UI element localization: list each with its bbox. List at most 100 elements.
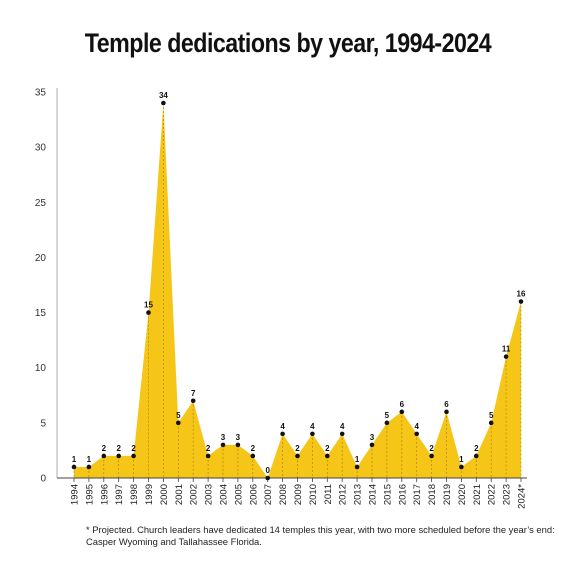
data-label: 34 xyxy=(159,91,168,100)
data-point xyxy=(339,431,345,437)
x-tick-label: 1996 xyxy=(99,484,110,505)
x-tick-label: 2019 xyxy=(442,484,453,505)
data-label: 3 xyxy=(370,433,375,442)
y-tick-label: 35 xyxy=(35,88,47,99)
x-tick-label: 2015 xyxy=(382,484,393,505)
data-point xyxy=(429,453,434,459)
y-tick-label: 25 xyxy=(35,198,47,209)
data-point xyxy=(369,442,375,448)
data-label: 2 xyxy=(206,444,211,453)
data-point xyxy=(190,398,196,404)
y-tick-label: 10 xyxy=(35,363,47,374)
data-label: 2 xyxy=(251,444,256,453)
data-label: 1 xyxy=(72,455,77,464)
data-label: 2 xyxy=(116,444,121,453)
data-label: 15 xyxy=(144,301,153,310)
data-label: 2 xyxy=(474,444,479,453)
data-point xyxy=(444,409,449,415)
data-point xyxy=(220,442,226,448)
data-label: 4 xyxy=(414,422,419,431)
data-point xyxy=(146,310,151,315)
data-point xyxy=(474,453,479,459)
data-point xyxy=(176,420,181,426)
y-tick-label: 0 xyxy=(40,474,46,485)
data-point xyxy=(488,420,494,426)
x-tick-label: 2020 xyxy=(457,484,468,505)
x-tick-label: 2013 xyxy=(353,484,364,505)
data-point xyxy=(295,453,300,459)
y-tick-label: 20 xyxy=(35,253,47,264)
x-tick-label: 2003 xyxy=(204,484,215,505)
data-label: 1 xyxy=(355,455,360,464)
data-label: 2 xyxy=(295,444,300,453)
data-point xyxy=(280,431,285,437)
x-tick-label: 1995 xyxy=(84,484,95,505)
x-tick-label: 1999 xyxy=(144,484,155,505)
chart-footnote: * Projected. Church leaders have dedicat… xyxy=(86,524,555,547)
data-point xyxy=(503,354,509,359)
x-tick-label: 1998 xyxy=(129,484,140,505)
x-tick-label: 2016 xyxy=(397,484,408,505)
data-label: 11 xyxy=(502,345,511,354)
data-point xyxy=(205,453,211,459)
x-tick-label: 2001 xyxy=(174,484,185,505)
x-tick-label: 2011 xyxy=(323,484,334,504)
x-tick-label: 2014 xyxy=(368,484,379,505)
x-tick-label: 1994 xyxy=(70,484,81,505)
data-point xyxy=(235,442,241,448)
data-label: 16 xyxy=(517,290,526,299)
data-label: 0 xyxy=(265,466,270,475)
x-tick-label: 2002 xyxy=(189,484,200,505)
data-label: 5 xyxy=(489,411,494,420)
x-tick-label: 2009 xyxy=(293,484,304,505)
data-label: 5 xyxy=(385,411,390,420)
data-label: 2 xyxy=(429,444,434,453)
data-point xyxy=(101,453,107,459)
x-tick-label: 1997 xyxy=(114,484,125,505)
x-tick-label: 2017 xyxy=(412,484,423,505)
data-point xyxy=(518,299,524,304)
x-tick-label: 2007 xyxy=(263,484,274,505)
data-label: 5 xyxy=(176,411,181,420)
x-tick-label: 2018 xyxy=(427,484,438,505)
data-label: 3 xyxy=(221,433,226,442)
data-point xyxy=(250,453,256,459)
x-tick-label: 2004 xyxy=(219,484,230,505)
data-point xyxy=(325,453,330,459)
x-tick-label: 2012 xyxy=(338,484,349,505)
x-tick-label: 2005 xyxy=(233,484,244,505)
x-tick-label: 2006 xyxy=(248,484,259,505)
data-point xyxy=(384,420,390,426)
data-point xyxy=(86,464,92,470)
x-tick-label: 2024* xyxy=(517,484,528,509)
data-point xyxy=(414,431,420,437)
data-point xyxy=(310,431,315,437)
y-tick-label: 30 xyxy=(35,143,47,154)
data-label: 2 xyxy=(325,444,330,453)
x-tick-label: 2022 xyxy=(487,484,498,505)
chart-title: Temple dedications by year, 1994-2024 xyxy=(84,28,492,58)
data-label: 3 xyxy=(236,433,241,442)
data-label: 6 xyxy=(400,400,405,409)
data-point xyxy=(354,464,360,470)
data-point xyxy=(459,464,464,470)
data-label: 7 xyxy=(191,389,196,398)
area-layer xyxy=(74,103,521,478)
data-point xyxy=(116,453,121,459)
x-tick-label: 2023 xyxy=(502,484,513,505)
data-label: 4 xyxy=(310,422,315,431)
data-point xyxy=(131,453,136,459)
data-label: 4 xyxy=(340,422,345,431)
data-label: 2 xyxy=(131,444,136,453)
x-tick-label: 2010 xyxy=(308,484,319,505)
data-point xyxy=(161,100,166,106)
y-tick-label: 5 xyxy=(40,418,46,429)
data-label: 1 xyxy=(459,455,464,464)
data-point xyxy=(399,409,405,415)
x-tick-label: 2000 xyxy=(159,484,170,505)
data-point xyxy=(71,464,77,470)
area-fill xyxy=(74,103,521,478)
